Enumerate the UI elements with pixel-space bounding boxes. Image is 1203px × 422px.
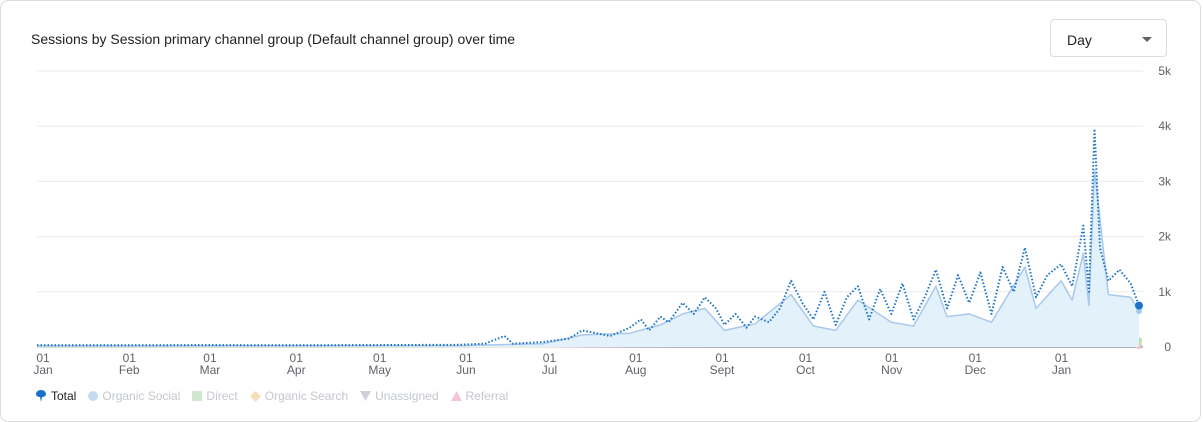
- x-tick-day: 01: [1055, 351, 1069, 365]
- x-tick-day: 01: [459, 351, 473, 365]
- legend-item-unassigned[interactable]: Unassigned: [360, 388, 439, 404]
- pin-icon: [35, 389, 47, 403]
- series-line-organic-social: [36, 169, 1140, 347]
- granularity-select[interactable]: Day: [1050, 19, 1167, 57]
- x-tick-month: Oct: [796, 363, 815, 377]
- legend-label: Organic Search: [264, 389, 349, 403]
- chart-legend: Total Organic Social Direct Organic Search U…: [35, 388, 508, 404]
- x-tick-month: Feb: [119, 363, 140, 377]
- chevron-down-icon: [1142, 37, 1152, 42]
- x-tick-month: Dec: [965, 363, 986, 377]
- diamond-icon: [249, 390, 261, 402]
- x-tick-month: Jan: [1052, 363, 1071, 377]
- x-tick-day: 01: [290, 351, 304, 365]
- x-tick-day: 01: [799, 351, 813, 365]
- series-line-total: [37, 128, 1140, 347]
- legend-label: Organic Social: [102, 389, 181, 403]
- x-tick-month: May: [368, 363, 391, 377]
- legend-item-referral[interactable]: Referral: [450, 388, 509, 404]
- series-area-organic-social: [37, 170, 1139, 347]
- legend-label: Referral: [465, 389, 509, 403]
- x-tick-day: 01: [36, 351, 50, 365]
- y-tick-label: 3k: [1158, 174, 1172, 188]
- y-tick-label: 0: [1164, 340, 1171, 354]
- line-chart: 01k2k3k4k5k01Jan01Feb01Mar01Apr01May01Ju…: [33, 64, 1172, 377]
- x-tick-day: 01: [543, 351, 557, 365]
- x-tick-month: Nov: [881, 363, 902, 377]
- granularity-value: Day: [1067, 32, 1092, 48]
- series-endpoint-organic-social: [1136, 308, 1142, 315]
- x-tick-day: 01: [203, 351, 217, 365]
- legend-label: Direct: [206, 389, 238, 403]
- triangle-up-icon: [450, 391, 462, 401]
- x-tick-month: Mar: [200, 363, 221, 377]
- y-tick-label: 4k: [1158, 119, 1172, 133]
- chart-title: Sessions by Session primary channel grou…: [31, 31, 516, 47]
- square-icon: [192, 391, 203, 401]
- x-tick-month: Jun: [456, 363, 475, 377]
- x-tick-month: Aug: [625, 363, 646, 377]
- legend-item-organic-social[interactable]: Organic Social: [88, 388, 180, 404]
- legend-label: Unassigned: [375, 389, 439, 403]
- legend-item-direct[interactable]: Direct: [192, 388, 238, 404]
- y-tick-label: 2k: [1158, 230, 1172, 244]
- x-tick-month: Sept: [710, 363, 735, 377]
- x-tick-day: 01: [885, 351, 899, 365]
- y-tick-label: 5k: [1158, 64, 1172, 78]
- x-tick-day: 01: [373, 351, 387, 365]
- x-tick-day: 01: [123, 351, 137, 365]
- x-tick-month: Jan: [33, 363, 52, 377]
- triangle-down-icon: [360, 391, 372, 401]
- x-tick-day: 01: [969, 351, 983, 365]
- x-tick-month: Apr: [287, 363, 306, 377]
- series-endpoint-total: [1135, 301, 1143, 310]
- legend-label: Total: [51, 389, 77, 403]
- x-tick-day: 01: [715, 351, 729, 365]
- legend-item-total[interactable]: Total: [35, 388, 76, 404]
- legend-item-organic-search[interactable]: Organic Search: [249, 388, 349, 404]
- circle-icon: [88, 391, 99, 401]
- x-tick-day: 01: [629, 351, 643, 365]
- y-tick-label: 1k: [1158, 285, 1172, 299]
- x-tick-month: Jul: [542, 363, 557, 377]
